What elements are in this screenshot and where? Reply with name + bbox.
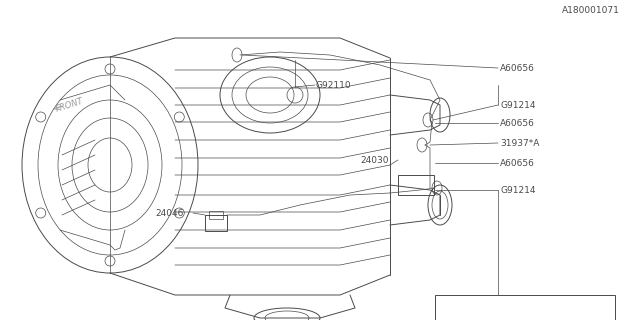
Text: 24046: 24046 xyxy=(155,209,184,218)
Text: G91214: G91214 xyxy=(500,186,536,195)
Text: 24030: 24030 xyxy=(360,156,388,164)
Text: G92110: G92110 xyxy=(315,81,351,90)
Bar xyxy=(398,175,434,195)
Text: FRONT: FRONT xyxy=(55,96,85,114)
Bar xyxy=(209,211,223,219)
Bar xyxy=(435,295,615,320)
Text: 31937*A: 31937*A xyxy=(500,139,540,148)
Bar xyxy=(205,215,227,231)
Text: G91214: G91214 xyxy=(500,100,536,109)
Text: A180001071: A180001071 xyxy=(562,5,620,14)
Text: A60656: A60656 xyxy=(500,63,535,73)
Text: A60656: A60656 xyxy=(500,118,535,127)
Text: A60656: A60656 xyxy=(500,158,535,167)
